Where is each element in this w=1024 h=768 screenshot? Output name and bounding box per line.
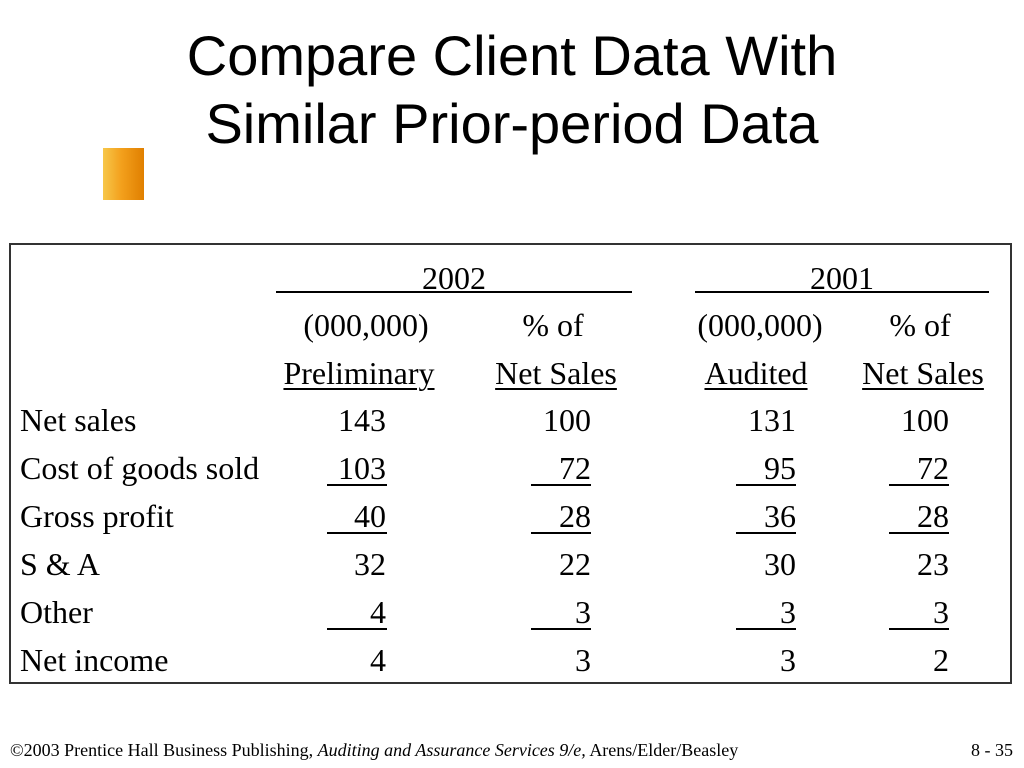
other-2001-amount: 3: [780, 594, 796, 630]
slide-title: Compare Client Data With Similar Prior-p…: [0, 22, 1024, 158]
year-2002-header: 2002: [422, 260, 486, 296]
gross-profit-rule-4: [889, 532, 949, 534]
slide-title-line-2: Similar Prior-period Data: [205, 92, 819, 155]
col-2002-pct-label: % of: [522, 307, 584, 343]
row-label-other: Other: [20, 594, 93, 630]
other-rule-1: [327, 628, 387, 630]
col-2001-amount-unit: (000,000): [697, 307, 823, 343]
slide-title-line-1: Compare Client Data With: [186, 24, 838, 87]
footer-copyright: ©2003 Prentice Hall Business Publishing,: [10, 740, 314, 760]
gross-profit-2002-amount: 40: [354, 498, 386, 534]
row-label-s-and-a: S & A: [20, 546, 101, 582]
gross-profit-2001-amount: 36: [764, 498, 796, 534]
footer-citation: ©2003 Prentice Hall Business Publishing,…: [10, 739, 738, 761]
row-label-gross-profit: Gross profit: [20, 498, 174, 534]
other-2002-amount: 4: [370, 594, 386, 630]
cogs-rule-3: [736, 484, 796, 486]
orange-square-bullet-icon: [103, 148, 144, 200]
col-2001-pct-label: % of: [889, 307, 951, 343]
cogs-2002-amount: 103: [338, 450, 386, 486]
net-income-2001-amount: 3: [780, 642, 796, 678]
footer-authors: Arens/Elder/Beasley: [589, 740, 739, 760]
s-and-a-2002-pct: 22: [559, 546, 591, 582]
row-label-cost-of-goods-sold: Cost of goods sold: [20, 450, 260, 486]
row-label-net-sales: Net sales: [20, 402, 137, 438]
other-rule-4: [889, 628, 949, 630]
col-2002-amount-status: Preliminary: [283, 355, 435, 391]
footer-page-number: 8 - 35: [971, 740, 1013, 760]
gross-profit-rule-2: [531, 532, 591, 534]
net-income-2002-pct: 3: [575, 642, 591, 678]
financial-comparison-table: [9, 243, 1012, 684]
gross-profit-rule-3: [736, 532, 796, 534]
year-2002-rule: [276, 291, 632, 293]
s-and-a-2001-pct: 23: [917, 546, 949, 582]
year-2001-header: 2001: [810, 260, 874, 296]
row-label-net-income: Net income: [20, 642, 169, 678]
cogs-rule-4: [889, 484, 949, 486]
cogs-2002-pct: 72: [559, 450, 591, 486]
net-income-2002-amount: 4: [370, 642, 386, 678]
s-and-a-2002-amount: 32: [354, 546, 386, 582]
other-2002-pct: 3: [575, 594, 591, 630]
cogs-2001-amount: 95: [764, 450, 796, 486]
col-2001-pct-base: Net Sales: [862, 355, 984, 391]
gross-profit-2002-pct: 28: [559, 498, 591, 534]
year-2001-rule: [695, 291, 989, 293]
col-2001-amount-status: Audited: [704, 355, 808, 391]
gross-profit-rule-1: [327, 532, 387, 534]
gross-profit-2001-pct: 28: [917, 498, 949, 534]
net-sales-2002-pct: 100: [543, 402, 591, 438]
other-2001-pct: 3: [933, 594, 949, 630]
cogs-rule-1: [327, 484, 387, 486]
other-rule-3: [736, 628, 796, 630]
s-and-a-2001-amount: 30: [764, 546, 796, 582]
net-income-2001-pct: 2: [933, 642, 949, 678]
footer-book-title: Auditing and Assurance Services 9/e,: [317, 740, 586, 760]
net-sales-2001-amount: 131: [748, 402, 796, 438]
other-rule-2: [531, 628, 591, 630]
col-2002-pct-base: Net Sales: [495, 355, 617, 391]
net-sales-2002-amount: 143: [338, 402, 386, 438]
net-sales-2001-pct: 100: [901, 402, 949, 438]
col-2002-amount-unit: (000,000): [303, 307, 429, 343]
cogs-2001-pct: 72: [917, 450, 949, 486]
cogs-rule-2: [531, 484, 591, 486]
